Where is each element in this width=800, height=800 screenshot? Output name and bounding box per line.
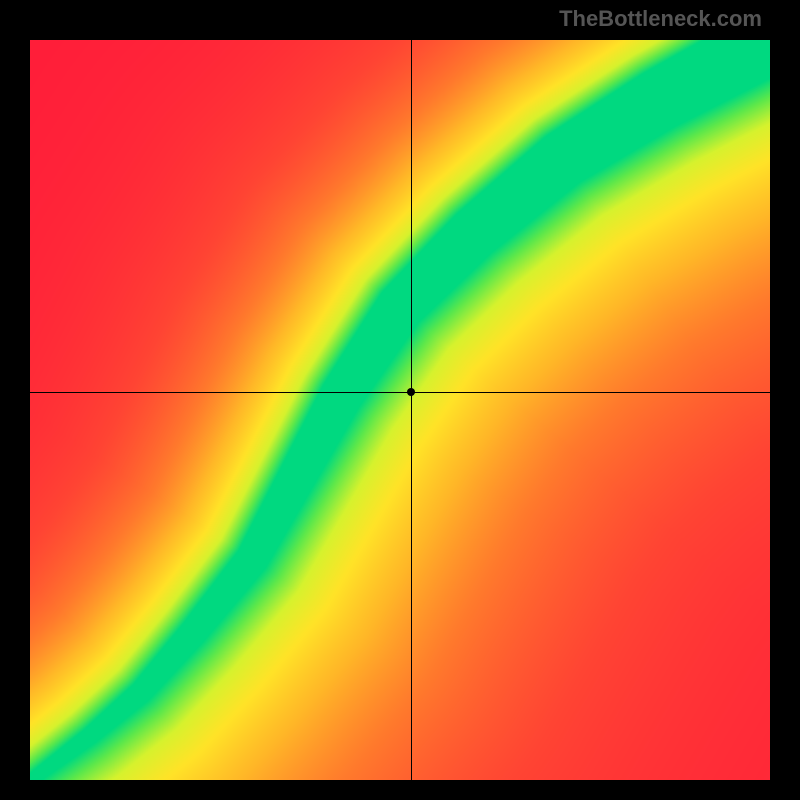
heatmap-canvas (30, 40, 770, 780)
plot-area (30, 40, 770, 780)
watermark-text: TheBottleneck.com (559, 6, 762, 32)
data-point-marker (407, 388, 415, 396)
chart-container: TheBottleneck.com (0, 0, 800, 800)
crosshair-horizontal (30, 392, 770, 393)
crosshair-vertical (411, 40, 412, 780)
